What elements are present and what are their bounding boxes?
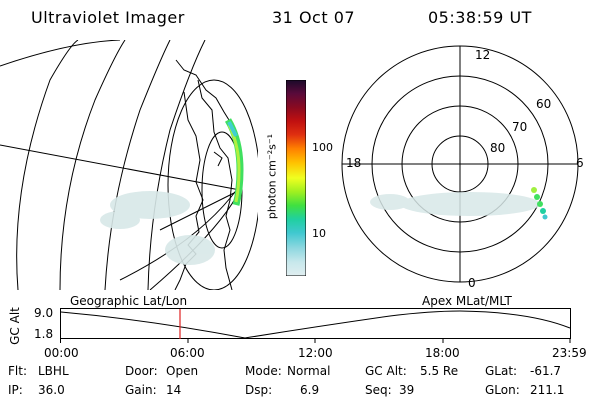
coastline [197, 79, 233, 290]
door-label: Door: [125, 364, 158, 378]
polar-plot [341, 45, 579, 283]
lat-label-70: 70 [512, 120, 528, 134]
lat-label-60: 60 [536, 97, 552, 111]
colorbar-unit-label: photon cm⁻²s⁻¹ [265, 133, 279, 220]
graticule-line [0, 144, 241, 191]
gc-alt-axis-label: GC Alt [8, 307, 22, 345]
coastline [175, 59, 235, 129]
filter-label: Flt: [8, 364, 27, 378]
gain-label: Gain: [125, 383, 157, 397]
x-label-1800: 18:00 [425, 346, 460, 360]
dsp-value: 6.9 [300, 383, 320, 397]
colorbar-tick-100: 100 [312, 141, 333, 154]
gain-value: 14 [166, 383, 182, 397]
polar-diffuse-emission [370, 192, 540, 216]
mlt-label-18: 18 [346, 156, 362, 170]
graticule-line [59, 40, 126, 290]
coastline [213, 151, 223, 167]
colorbar-tick-10: 10 [312, 227, 326, 240]
timeline-frame [60, 308, 571, 339]
apex-title: Apex MLat/MLT [422, 294, 512, 308]
geographic-map [0, 40, 258, 290]
earth-limb [167, 79, 258, 290]
mlt-label-12: 12 [475, 48, 491, 62]
time-label: 05:38:59 UT [428, 8, 532, 27]
y-label-min: 1.8 [34, 327, 54, 341]
door-value: Open [166, 364, 199, 378]
x-label-1200: 12:00 [298, 346, 333, 360]
mode-label: Mode: [245, 364, 282, 378]
seq-value: 39 [399, 383, 415, 397]
gcalt-value: 5.5 Re [420, 364, 459, 378]
glat-value: -61.7 [530, 364, 562, 378]
glon-value: 211.1 [530, 383, 565, 397]
color-bar [285, 79, 311, 277]
altitude-curve [60, 310, 571, 339]
ip-label: IP: [8, 383, 23, 397]
x-label-0600: 06:00 [170, 346, 205, 360]
filter-value: LBHL [38, 364, 69, 378]
graticule-line [0, 40, 121, 67]
graticule-line [159, 189, 241, 231]
x-label-2359: 23:59 [552, 346, 587, 360]
y-label-max: 9.0 [34, 306, 54, 320]
glon-label: GLon: [485, 383, 520, 397]
graticule-line [104, 40, 171, 290]
x-label-0000: 00:00 [44, 346, 79, 360]
dsp-label: Dsp: [245, 383, 273, 397]
date-label: 31 Oct 07 [272, 8, 356, 27]
graticule-line [16, 40, 79, 290]
ip-value: 36.0 [38, 383, 65, 397]
mlt-label-6: 6 [576, 156, 584, 170]
lat-label-80: 80 [490, 141, 506, 155]
auroral-arc [224, 118, 244, 206]
glat-label: GLat: [485, 364, 518, 378]
geographic-title: Geographic Lat/Lon [70, 294, 188, 308]
mlt-label-0: 0 [468, 276, 476, 290]
gcalt-label: GC Alt: [365, 364, 407, 378]
graticule-line [147, 40, 206, 290]
altitude-timeline [60, 308, 571, 343]
seq-label: Seq: [365, 383, 392, 397]
instrument-title: Ultraviolet Imager [31, 8, 185, 27]
mode-value: Normal [287, 364, 331, 378]
polar-auroral-points [531, 187, 548, 220]
diffuse-emission [100, 191, 215, 265]
